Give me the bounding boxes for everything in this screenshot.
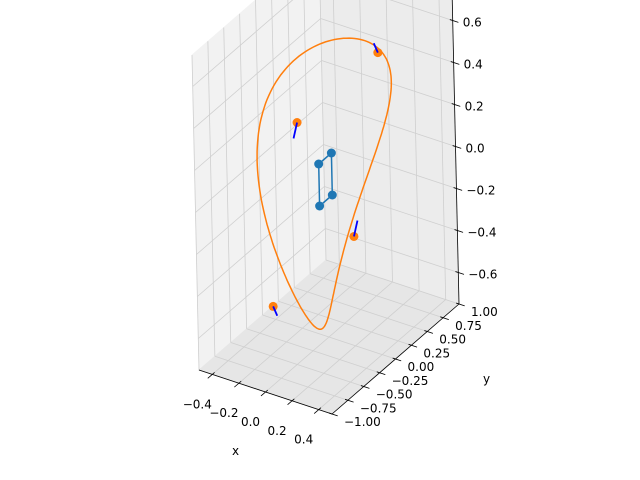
z-tick [451, 103, 461, 107]
grid-line-z [320, 18, 454, 63]
grid-line-z [197, 186, 325, 297]
y-tick [456, 302, 465, 307]
y-tick [329, 412, 338, 417]
y-tick [360, 385, 370, 389]
inner-point [315, 201, 325, 211]
x-tick-label: 0.2 [268, 424, 287, 438]
z-tick-label: 0.2 [465, 100, 484, 114]
y-tick-label: 0.75 [455, 319, 482, 333]
z-tick-label: 0.4 [464, 58, 483, 72]
grid-line-y [309, 273, 444, 319]
z-tick [449, 19, 459, 23]
outer-orbit-line [256, 37, 393, 330]
z-tick [454, 229, 464, 233]
y-tick-label: −0.50 [376, 388, 413, 402]
y-axis-label: y [483, 372, 490, 386]
axis-ticks [207, 19, 465, 417]
pane-y [319, 0, 460, 305]
x-tick [207, 372, 215, 379]
y-tick-label: −0.25 [392, 374, 429, 388]
y-tick [392, 357, 402, 362]
grid-line-z [198, 228, 326, 339]
z-tick [453, 187, 463, 191]
x-tick [234, 380, 242, 388]
x-tick [260, 389, 269, 397]
y-tick [376, 371, 386, 376]
x-tick-label: 0.4 [294, 433, 313, 447]
y-tick-label: 0.00 [408, 360, 435, 374]
y-tick [408, 343, 418, 348]
z-tick [455, 271, 465, 275]
grid-line-z [323, 144, 457, 189]
grid-line-z [324, 186, 458, 231]
y-tick-label: 0.25 [423, 346, 450, 360]
grid-line-z [322, 102, 456, 147]
y-tick-label: −1.00 [344, 415, 381, 429]
quiver-arrow [272, 306, 279, 317]
x-tick-label: 0.0 [241, 415, 260, 429]
inner-point [327, 190, 337, 200]
inner-point [314, 159, 324, 169]
grid-line-z [389, 0, 453, 21]
grid-line-z [194, 60, 322, 171]
x-tick [313, 407, 322, 414]
inner-point [326, 148, 336, 158]
z-tick-label: −0.4 [467, 226, 496, 240]
grid-line-y [325, 259, 460, 305]
plot-content [256, 37, 393, 330]
y-tick-label: 1.00 [471, 305, 498, 319]
tick-labels: −0.4−0.20.00.20.4−1.00−0.75−0.50−0.250.0… [183, 16, 498, 447]
quiver-arrow [292, 122, 298, 139]
x-tick-label: −0.2 [209, 406, 238, 420]
x-tick-label: −0.4 [183, 397, 212, 411]
grid-line-y [262, 314, 396, 360]
grid-line-y [214, 355, 349, 401]
z-tick [452, 145, 462, 149]
y-tick-label: 0.50 [439, 333, 466, 347]
z-tick-label: 0.0 [466, 142, 485, 156]
grid-line-y [246, 328, 380, 374]
z-tick [450, 61, 460, 65]
x-axis-label: x [232, 444, 239, 458]
z-tick-label: −0.2 [466, 184, 495, 198]
grid-line-z [196, 144, 324, 255]
y-tick [424, 330, 434, 334]
grid-line-y [230, 342, 364, 387]
x-tick [287, 398, 295, 406]
grid-line-y [278, 300, 412, 346]
grid-line-z [192, 0, 294, 87]
grid-line-z [193, 18, 321, 129]
grid-line-y [294, 287, 428, 332]
y-tick [344, 398, 354, 403]
grid-line-z [321, 60, 455, 105]
quiver-arrow [372, 42, 379, 53]
quiver-arrow [353, 220, 359, 237]
grid-line-z [195, 102, 323, 213]
y-tick-label: −0.75 [360, 401, 397, 415]
z-tick-label: −0.6 [468, 268, 497, 282]
grid-lines [191, 0, 460, 415]
y-tick [440, 316, 449, 321]
z-tick-label: 0.6 [463, 16, 482, 30]
